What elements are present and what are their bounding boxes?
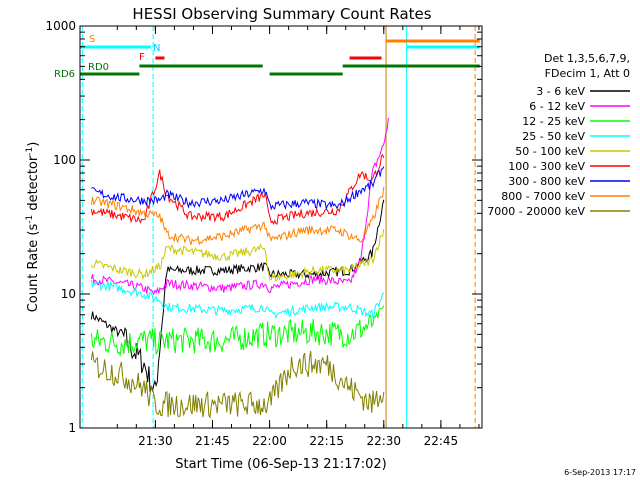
legend-label-25-50-kev: 25 - 50 keV (522, 130, 585, 143)
x-tick-label-21-30: 21:30 (138, 434, 173, 448)
series-12-25-kev (90, 305, 385, 357)
legend-label-50-100-kev: 50 - 100 keV (515, 145, 585, 158)
legend-header-detectors: Det 1,3,5,6,7,9, (544, 52, 630, 65)
flag-label-rd6: RD6 (54, 69, 75, 80)
x-tick-label-22-30: 22:30 (366, 434, 401, 448)
y-tick-label-1: 1 (68, 421, 76, 435)
series-3-6-kev (90, 199, 385, 393)
series-7000-20000-kev (90, 350, 385, 419)
legend-label-100-300-kev: 100 - 300 keV (508, 160, 585, 173)
flag-label-rd0: RD0 (88, 62, 109, 73)
y-axis: 1 10 100 1000 (45, 19, 482, 435)
series-25-50-kev (90, 279, 385, 320)
legend-label-300-800-kev: 300 - 800 keV (508, 175, 585, 188)
flag-label-f: F (139, 52, 145, 63)
x-tick-label-21-45: 21:45 (195, 434, 230, 448)
series-800-7000-kev (90, 186, 385, 246)
flag-label-s: S (89, 34, 95, 45)
flag-bars: S NF RD0 RD6 (54, 26, 480, 428)
y-axis-label: Count Rate (s-1 detector-1) (25, 142, 41, 313)
plot-frame (79, 25, 483, 429)
chart-title: HESSI Observing Summary Count Rates (132, 5, 431, 23)
legend-label-7000-20000-kev: 7000 - 20000 keV (487, 205, 585, 218)
x-tick-label-22-15: 22:15 (309, 434, 344, 448)
x-axis-label: Start Time (06-Sep-13 21:17:02) (175, 457, 386, 472)
series-50-100-kev (90, 229, 385, 283)
plot-timestamp: 6-Sep-2013 17:17 (564, 468, 636, 477)
flag-label-n: N (153, 43, 160, 54)
y-tick-label-1000: 1000 (45, 19, 76, 33)
y-tick-label-100: 100 (53, 153, 76, 167)
legend-label-12-25-kev: 12 - 25 keV (522, 115, 585, 128)
legend-label-6-12-kev: 6 - 12 keV (529, 100, 585, 113)
x-tick-label-22-45: 22:45 (424, 434, 459, 448)
series-6-12-kev (90, 117, 389, 295)
legend: Det 1,3,5,6,7,9, FDecim 1, Att 0 3 - 6 k… (487, 52, 630, 218)
legend-label-3-6-kev: 3 - 6 keV (536, 85, 585, 98)
series-300-800-kev (91, 166, 385, 211)
x-tick-label-22-00: 22:00 (252, 434, 287, 448)
x-axis: 21:30 21:45 22:00 22:15 22:30 22:45 (116, 26, 480, 448)
series-layer (90, 117, 389, 419)
legend-label-800-7000-kev: 800 - 7000 keV (501, 190, 585, 203)
series-100-300-kev (90, 153, 385, 226)
y-tick-label-10: 10 (61, 287, 76, 301)
legend-header-decim: FDecim 1, Att 0 (545, 67, 630, 80)
